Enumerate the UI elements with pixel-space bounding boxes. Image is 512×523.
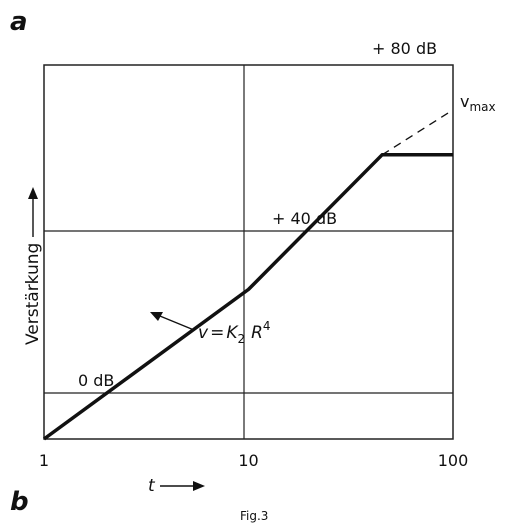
x-tick-labels: 1 10 100	[39, 451, 468, 470]
y-axis-arrow-head	[28, 187, 38, 199]
x-axis-arrow-head	[193, 481, 205, 491]
x-tick-label-10: 10	[238, 451, 258, 470]
label-formula: v = K2 R4	[198, 319, 271, 346]
y-axis-label-group: Verstärkung	[23, 187, 43, 345]
label-0-db: 0 dB	[78, 371, 114, 390]
panel-label-b: b	[10, 487, 29, 517]
plot-frame	[43, 64, 454, 440]
y-axis-label: Verstärkung	[23, 243, 43, 345]
label-80-db: + 80 dB	[372, 39, 437, 58]
vmax-sub: max	[469, 100, 495, 114]
series-layer	[42, 109, 454, 441]
series-line-extension	[381, 109, 454, 156]
x-axis-label: t	[148, 476, 156, 496]
label-40-db: + 40 dB	[272, 209, 337, 228]
x-tick-label-1: 1	[39, 451, 49, 470]
panel-label-a: a	[10, 7, 28, 37]
x-tick-label-100: 100	[438, 451, 469, 470]
series-line-gain	[42, 153, 453, 441]
formula-arrow-shaft	[154, 313, 195, 331]
figure-caption: Fig.3	[240, 509, 268, 523]
label-vmax: vmax	[460, 92, 496, 114]
formula-arrow-head	[150, 312, 163, 321]
vmax-base: v	[460, 92, 469, 111]
